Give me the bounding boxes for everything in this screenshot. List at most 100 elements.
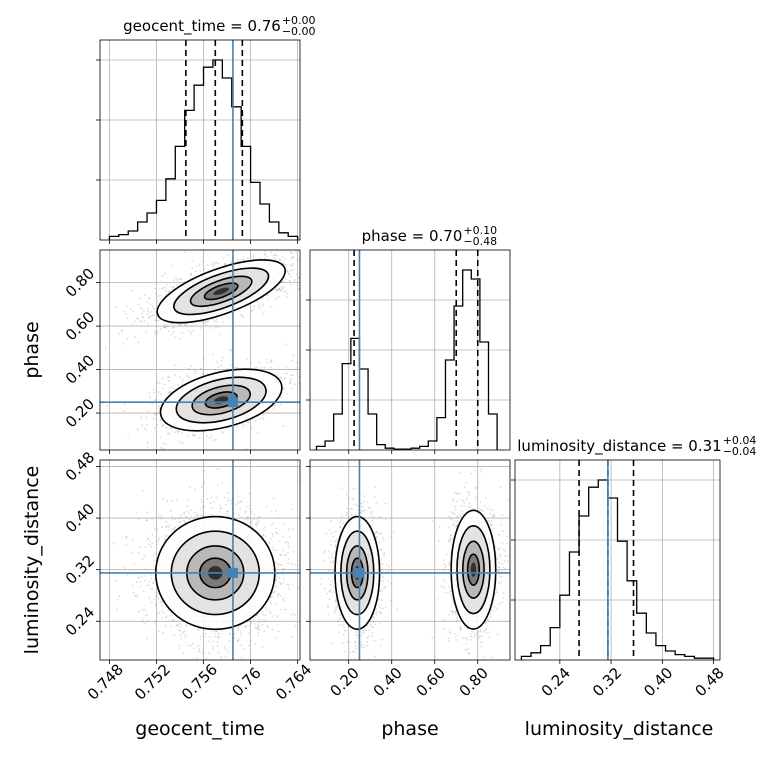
histogram-series [108, 59, 299, 240]
sample-point [159, 328, 162, 330]
sample-point [250, 510, 253, 513]
sample-point [262, 303, 264, 306]
sample-point [261, 414, 264, 416]
sample-point [147, 620, 150, 622]
sample-point [179, 337, 182, 340]
sample-point [117, 598, 119, 601]
sample-point [161, 275, 164, 277]
sample-point [250, 520, 253, 523]
sample-point [199, 635, 202, 638]
sample-point [172, 529, 175, 531]
sample-point [288, 382, 291, 385]
sample-point [256, 519, 259, 521]
sample-point [191, 260, 194, 262]
sample-point [164, 625, 167, 627]
sample-point [181, 381, 184, 383]
sample-point [273, 257, 276, 260]
sample-point [147, 322, 149, 325]
sample-point [177, 440, 180, 443]
sample-point [278, 258, 281, 261]
sample-point [152, 582, 155, 585]
hist-title: phase = 0.70 [362, 227, 463, 245]
sample-point [157, 391, 160, 394]
sample-point [263, 534, 265, 536]
sample-point [250, 522, 252, 525]
sample-point [170, 620, 173, 622]
sample-point [170, 333, 173, 336]
sample-point [160, 393, 162, 396]
sample-point [252, 518, 255, 521]
sample-point [126, 316, 129, 319]
sample-point [275, 288, 277, 290]
sample-point [124, 566, 126, 569]
title-lower-error: −0.04 [723, 445, 757, 458]
sample-point [282, 581, 285, 583]
sample-point [214, 636, 217, 638]
sample-point [280, 582, 283, 585]
sample-point [193, 372, 196, 375]
sample-point [288, 273, 290, 276]
sample-point [254, 626, 257, 629]
sample-point [183, 323, 186, 326]
sample-point [157, 294, 160, 297]
sample-point [154, 427, 156, 429]
sample-point [201, 501, 204, 503]
sample-point [244, 511, 247, 514]
sample-point [181, 383, 183, 386]
sample-point [148, 543, 151, 546]
sample-point [174, 336, 177, 339]
sample-point [244, 510, 247, 513]
sample-point [282, 535, 285, 538]
sample-point [183, 512, 186, 515]
sample-point [155, 595, 158, 597]
sample-point [174, 374, 177, 377]
sample-point [172, 330, 175, 333]
sample-point [264, 619, 267, 622]
sample-point [129, 308, 132, 310]
sample-point [274, 590, 276, 592]
sample-point [178, 521, 181, 524]
sample-point [168, 387, 171, 389]
sample-point [294, 625, 297, 627]
sample-point [278, 577, 281, 579]
sample-point [153, 391, 156, 394]
sample-point [250, 428, 252, 431]
hist-title: geocent_time = 0.76 [123, 17, 281, 36]
sample-point [146, 538, 149, 541]
sample-point [257, 634, 259, 637]
sample-point [166, 499, 169, 502]
sample-point [199, 508, 202, 510]
sample-point [215, 320, 218, 323]
sample-point [178, 521, 181, 523]
sample-point [173, 634, 176, 636]
sample-point [253, 367, 256, 370]
sample-point [269, 611, 272, 613]
sample-point [236, 640, 239, 642]
sample-point [148, 597, 151, 599]
sample-point [297, 276, 300, 278]
sample-point [277, 516, 280, 519]
sample-point [149, 396, 151, 399]
sample-point [280, 377, 282, 380]
sample-point [295, 273, 298, 276]
sample-point [201, 651, 204, 653]
sample-point [293, 383, 296, 386]
sample-point [225, 655, 227, 658]
sample-point [210, 263, 212, 265]
sample-point [280, 285, 283, 288]
sample-point [158, 407, 161, 410]
sample-point [125, 535, 127, 538]
sample-point [292, 256, 295, 259]
sample-point [215, 438, 217, 441]
sample-point [255, 614, 258, 617]
sample-point [261, 611, 264, 613]
sample-point [139, 581, 142, 583]
sample-point [156, 381, 159, 384]
sample-point [214, 326, 217, 329]
sample-point [249, 640, 252, 642]
sample-point [216, 318, 218, 321]
sample-point [279, 289, 282, 292]
sample-point [165, 293, 168, 295]
sample-point [233, 637, 236, 639]
sample-point [287, 542, 290, 545]
